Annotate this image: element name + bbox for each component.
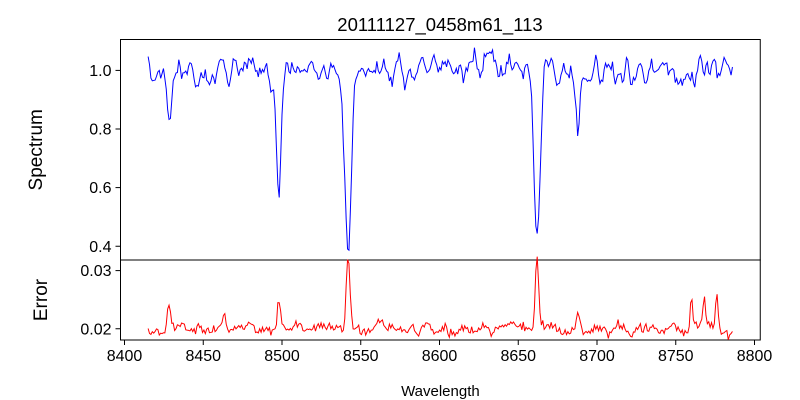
svg-text:Spectrum: Spectrum bbox=[26, 109, 47, 190]
svg-text:8800: 8800 bbox=[737, 348, 773, 365]
svg-text:0.8: 0.8 bbox=[89, 122, 111, 139]
svg-text:1.0: 1.0 bbox=[89, 63, 111, 80]
svg-text:Error: Error bbox=[31, 278, 52, 321]
svg-text:8500: 8500 bbox=[264, 348, 300, 365]
svg-text:0.6: 0.6 bbox=[89, 180, 111, 197]
svg-text:8750: 8750 bbox=[658, 348, 694, 365]
svg-text:8650: 8650 bbox=[500, 348, 536, 365]
svg-text:0.4: 0.4 bbox=[89, 239, 111, 256]
svg-text:20111127_0458m61_113: 20111127_0458m61_113 bbox=[337, 14, 542, 36]
svg-text:Wavelength: Wavelength bbox=[401, 383, 480, 400]
svg-text:8700: 8700 bbox=[579, 348, 615, 365]
svg-text:8400: 8400 bbox=[107, 348, 143, 365]
svg-text:8600: 8600 bbox=[422, 348, 458, 365]
svg-text:8450: 8450 bbox=[185, 348, 221, 365]
svg-text:0.03: 0.03 bbox=[80, 263, 111, 280]
svg-text:0.02: 0.02 bbox=[80, 321, 111, 338]
svg-text:8550: 8550 bbox=[343, 348, 379, 365]
